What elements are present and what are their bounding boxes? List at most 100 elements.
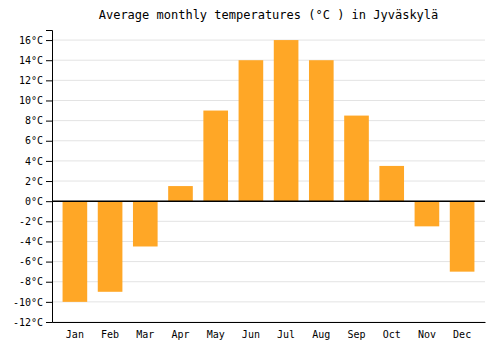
bar	[379, 166, 404, 201]
y-tick: 14°C	[19, 55, 52, 66]
y-tick-label: 16°C	[19, 35, 43, 46]
y-tick-label: -6°C	[19, 256, 43, 267]
y-tick-mark	[46, 302, 52, 303]
x-tick: Jan	[66, 329, 84, 340]
y-tick-label: 4°C	[25, 156, 43, 167]
x-tick-label: Mar	[136, 329, 154, 340]
bar	[239, 60, 264, 201]
bar	[98, 201, 123, 292]
y-tick-label: -8°C	[19, 276, 43, 287]
y-tick-mark	[46, 60, 52, 61]
y-tick-mark	[46, 100, 52, 101]
y-tick: -10°C	[13, 297, 52, 308]
bar	[203, 111, 228, 202]
y-tick-label: -4°C	[19, 236, 43, 247]
y-tick-label: -12°C	[13, 317, 43, 328]
y-tick-label: 14°C	[19, 55, 43, 66]
grid-line	[52, 140, 485, 141]
grid-line	[52, 160, 485, 161]
y-tick-mark	[46, 80, 52, 81]
y-tick: 4°C	[25, 156, 52, 167]
bar	[63, 201, 88, 302]
bar	[168, 186, 193, 201]
x-tick-label: Jun	[242, 329, 260, 340]
x-tick: Aug	[312, 329, 330, 340]
y-tick: 2°C	[25, 176, 52, 187]
x-tick: Sep	[347, 329, 365, 340]
y-tick-label: 12°C	[19, 75, 43, 86]
y-tick-mark	[46, 322, 52, 323]
y-tick: -2°C	[19, 216, 52, 227]
grid-line	[52, 100, 485, 101]
chart: -12°C -10°C -8°C -6°C -4°C -2°C 0°C 2°C 4°C 6°C 8°…	[0, 0, 500, 350]
bar	[133, 201, 158, 246]
y-tick-label: -10°C	[13, 297, 43, 308]
grid-line	[52, 322, 485, 323]
x-tick: Nov	[418, 329, 436, 340]
bars	[63, 40, 475, 302]
y-tick-label: 10°C	[19, 95, 43, 106]
x-tick: Apr	[171, 329, 189, 340]
y-axis: -12°C -10°C -8°C -6°C -4°C -2°C 0°C 2°C 4°C 6°C 8°…	[13, 31, 53, 328]
bar	[274, 40, 299, 201]
y-tick: 12°C	[19, 75, 52, 86]
x-tick-label: Nov	[418, 329, 436, 340]
grid-line	[52, 201, 485, 202]
y-tick-mark	[46, 40, 52, 41]
bar	[309, 60, 334, 201]
y-tick: -6°C	[19, 256, 52, 267]
y-tick-mark	[46, 201, 52, 202]
y-tick-mark	[46, 262, 52, 263]
x-tick-label: Oct	[383, 329, 401, 340]
grid-line	[52, 60, 485, 61]
zero-line	[52, 200, 485, 202]
y-tick-label: 2°C	[25, 176, 43, 187]
bar	[344, 116, 369, 202]
title: Average monthly temperatures (°C ) in Jy…	[99, 8, 439, 22]
y-tick: 6°C	[25, 135, 52, 146]
y-tick: -4°C	[19, 236, 52, 247]
x-tick: Feb	[101, 329, 119, 340]
y-tick-label: 6°C	[25, 135, 43, 146]
grid	[52, 40, 485, 322]
x-tick-label: Jul	[277, 329, 295, 340]
bar	[415, 201, 440, 226]
x-tick-label: Feb	[101, 329, 119, 340]
y-tick: -12°C	[13, 317, 52, 328]
x-tick: May	[207, 329, 225, 340]
y-tick-mark	[46, 141, 52, 142]
y-tick: 10°C	[19, 95, 52, 106]
x-tick-label: Jan	[66, 329, 84, 340]
plot: -12°C -10°C -8°C -6°C -4°C -2°C 0°C 2°C 4°C 6°C 8°…	[13, 31, 486, 341]
y-tick: -8°C	[19, 276, 52, 287]
x-axis-line	[53, 322, 486, 323]
x-axis: Jan Feb Mar Apr May Jun Jul Aug Sep Oct Nov Dec	[53, 323, 486, 341]
y-tick: 8°C	[25, 115, 52, 126]
x-tick: Mar	[136, 329, 154, 340]
y-tick-label: 0°C	[25, 196, 43, 207]
x-tick: Dec	[453, 329, 471, 340]
x-tick-label: Apr	[171, 329, 189, 340]
y-tick-mark	[46, 121, 52, 122]
y-tick: 0°C	[25, 196, 52, 207]
y-tick-mark	[46, 282, 52, 283]
y-tick-mark	[46, 241, 52, 242]
y-tick-label: -2°C	[19, 216, 43, 227]
grid-line	[52, 120, 485, 121]
x-tick: Jul	[277, 329, 295, 340]
x-tick-label: Aug	[312, 329, 330, 340]
bar	[450, 201, 475, 271]
y-tick: 16°C	[19, 35, 52, 46]
y-tick-mark	[46, 161, 52, 162]
x-tick: Oct	[383, 329, 401, 340]
grid-line	[52, 181, 485, 182]
y-tick-mark	[46, 181, 52, 182]
y-axis-line	[46, 31, 53, 323]
x-tick-label: Sep	[347, 329, 365, 340]
x-tick-label: May	[207, 329, 225, 340]
x-tick-label: Dec	[453, 329, 471, 340]
grid-line	[52, 80, 485, 81]
grid-line	[52, 301, 485, 302]
y-tick-label: 8°C	[25, 115, 43, 126]
x-tick: Jun	[242, 329, 260, 340]
